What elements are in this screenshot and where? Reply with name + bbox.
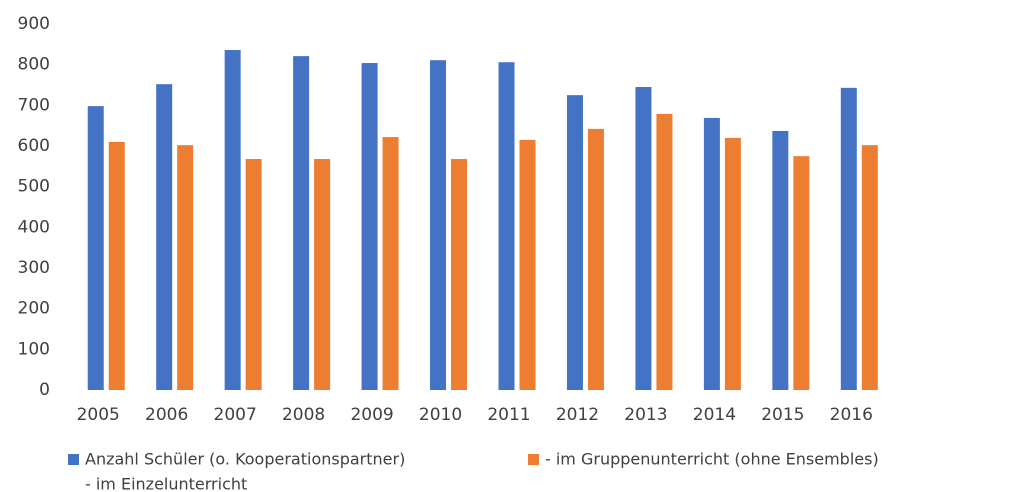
x-tick-label: 2010	[419, 405, 462, 425]
bar	[772, 130, 789, 390]
y-tick-label: 200	[18, 299, 50, 319]
bar	[314, 159, 331, 390]
bar	[108, 141, 125, 390]
bar	[156, 84, 173, 390]
bar	[724, 137, 741, 390]
legend-label: - im Gruppenunterricht (ohne Ensembles)	[545, 450, 879, 469]
bar	[498, 62, 515, 391]
bar	[635, 87, 652, 391]
x-tick-label: 2013	[624, 405, 667, 425]
x-tick-label: 2005	[77, 405, 120, 425]
x-tick-label: 2006	[145, 405, 188, 425]
y-tick-label: 600	[18, 136, 50, 156]
x-tick-label: 2016	[830, 405, 873, 425]
x-tick-label: 2009	[350, 405, 393, 425]
y-tick-label: 500	[18, 177, 50, 197]
legend-label: - im Einzelunterricht	[85, 475, 247, 492]
x-tick-label: 2014	[693, 405, 736, 425]
x-tick-label: 2012	[556, 405, 599, 425]
y-tick-label: 0	[39, 380, 50, 400]
bar	[793, 156, 810, 390]
x-tick-label: 2015	[761, 405, 804, 425]
bar	[293, 56, 310, 390]
y-tick-label: 800	[18, 55, 50, 75]
x-tick-label: 2008	[282, 405, 325, 425]
bar	[430, 60, 447, 391]
y-tick-label: 700	[18, 95, 50, 115]
legend-swatch	[68, 454, 79, 465]
bar	[519, 139, 536, 390]
bar	[177, 145, 194, 390]
bar	[566, 95, 583, 391]
bar	[224, 50, 241, 390]
y-tick-label: 300	[18, 258, 50, 278]
bar	[840, 87, 857, 390]
y-tick-label: 900	[18, 14, 50, 34]
bar	[382, 137, 399, 390]
y-tick-label: 400	[18, 217, 50, 237]
bar	[451, 159, 468, 390]
legend-label: Anzahl Schüler (o. Kooperationspartner)	[85, 450, 405, 469]
legend-swatch	[528, 454, 539, 465]
x-tick-label: 2011	[487, 405, 530, 425]
x-tick-label: 2007	[214, 405, 257, 425]
bar	[87, 106, 104, 390]
bar	[861, 145, 878, 390]
bar	[361, 63, 378, 390]
bar	[245, 159, 262, 390]
y-tick-label: 100	[18, 339, 50, 359]
bar	[703, 117, 720, 390]
bar	[587, 128, 604, 391]
bar	[656, 113, 673, 390]
